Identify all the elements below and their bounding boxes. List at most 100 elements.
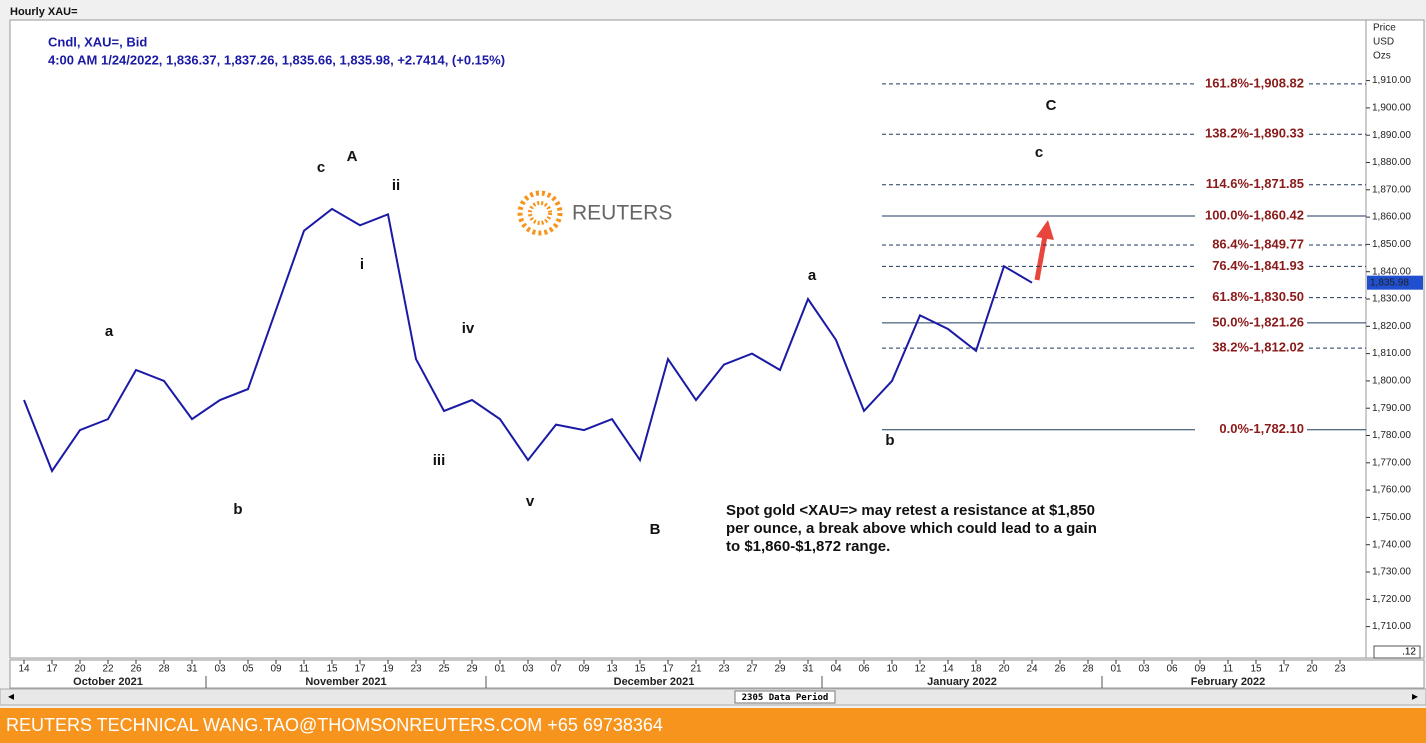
x-tick-label: 05 xyxy=(242,664,254,675)
quote-line: 4:00 AM 1/24/2022, 1,836.37, 1,837.26, 1… xyxy=(48,52,505,67)
fib-label: 0.0%-1,782.10 xyxy=(1219,421,1304,436)
x-tick-label: 28 xyxy=(158,664,170,675)
fib-label: 100.0%-1,860.42 xyxy=(1205,207,1304,222)
corner-label: .12 xyxy=(1402,647,1416,658)
fib-label-bg xyxy=(1195,340,1307,357)
x-tick-label: 28 xyxy=(1082,664,1094,675)
x-tick-label: 09 xyxy=(270,664,282,675)
y-tick-label: 1,750.00 xyxy=(1372,512,1411,523)
logo-text: REUTERS xyxy=(572,202,672,225)
wave-label: A xyxy=(347,148,358,165)
x-tick-label: 29 xyxy=(774,664,786,675)
data-period: 2305 Data Period xyxy=(742,692,829,703)
x-tick-label: 17 xyxy=(662,664,674,675)
footer-bar xyxy=(0,708,1426,743)
x-tick-label: 23 xyxy=(410,664,422,675)
note: to $1,860-$1,872 range. xyxy=(726,538,890,555)
price-line xyxy=(23,207,1033,474)
y-tick-label: 1,810.00 xyxy=(1372,348,1411,359)
x-tick-label: 20 xyxy=(74,664,86,675)
scroll-left[interactable]: ◂ xyxy=(8,689,14,703)
x-tick-label: 14 xyxy=(942,664,954,675)
x-tick-label: 24 xyxy=(1026,664,1038,675)
y-tick-label: 1,710.00 xyxy=(1372,621,1411,632)
x-tick-label: 23 xyxy=(718,664,730,675)
plot-area xyxy=(9,19,1367,659)
fib-label-bg xyxy=(1195,421,1307,438)
month-label: October 2021 xyxy=(73,676,143,688)
scroll-thumb[interactable] xyxy=(734,690,836,704)
wave-label: i xyxy=(360,256,364,273)
wave-label: c xyxy=(1035,144,1043,161)
x-tick-label: 29 xyxy=(466,664,478,675)
y-tick-label: 1,820.00 xyxy=(1372,321,1411,332)
wave-label: a xyxy=(105,323,114,340)
legend-line: Cndl, XAU=, Bid xyxy=(48,34,147,49)
axis-unit: Price xyxy=(1373,23,1396,34)
wave-label: c xyxy=(317,159,325,176)
fib-label-bg xyxy=(1195,258,1307,275)
x-tick-label: 20 xyxy=(1306,664,1318,675)
y-tick-label: 1,780.00 xyxy=(1372,430,1411,441)
fib-label-bg xyxy=(1195,176,1307,193)
x-tick-label: 03 xyxy=(1138,664,1150,675)
axis-unit: USD xyxy=(1373,37,1394,48)
note: per ounce, a break above which could lea… xyxy=(726,520,1097,537)
fib-label: 161.8%-1,908.82 xyxy=(1205,75,1304,90)
y-tick-label: 1,740.00 xyxy=(1372,539,1411,550)
x-tick-label: 03 xyxy=(214,664,226,675)
fib-label: 61.8%-1,830.50 xyxy=(1212,289,1304,304)
x-tick-label: 10 xyxy=(886,664,898,675)
x-tick-label: 27 xyxy=(746,664,758,675)
y-tick-label: 1,790.00 xyxy=(1372,403,1411,414)
x-tick-label: 06 xyxy=(858,664,870,675)
fib-label-bg xyxy=(1195,75,1307,92)
y-tick-label: 1,850.00 xyxy=(1372,239,1411,250)
x-tick-label: 15 xyxy=(1250,664,1262,675)
y-tick-label: 1,880.00 xyxy=(1372,157,1411,168)
footer-text: REUTERS TECHNICAL WANG.TAO@THOMSONREUTER… xyxy=(6,715,663,735)
month-label: February 2022 xyxy=(1191,676,1266,688)
y-tick-label: 1,870.00 xyxy=(1372,184,1411,195)
x-tick-label: 17 xyxy=(46,664,58,675)
y-tick-label: 1,760.00 xyxy=(1372,485,1411,496)
x-tick-label: 26 xyxy=(1054,664,1066,675)
y-tick-label: 1,730.00 xyxy=(1372,567,1411,578)
date-axis-area xyxy=(9,659,1425,689)
x-tick-label: 01 xyxy=(1110,664,1122,675)
scroll-right[interactable]: ▸ xyxy=(1412,689,1418,703)
x-tick-label: 04 xyxy=(830,664,842,675)
fib-label: 38.2%-1,812.02 xyxy=(1212,340,1304,355)
arrow-shaft xyxy=(1034,235,1048,281)
note: Spot gold <XAU=> may retest a resistance… xyxy=(726,502,1095,519)
fib-label-bg xyxy=(1195,207,1307,224)
wave-label: C xyxy=(1046,97,1057,114)
wave-label: b xyxy=(233,501,242,518)
fib-label-bg xyxy=(1195,314,1307,331)
logo: REUTERS xyxy=(512,182,678,244)
x-tick-label: 15 xyxy=(326,664,338,675)
x-tick-label: 03 xyxy=(522,664,534,675)
fib-label: 76.4%-1,841.93 xyxy=(1212,258,1304,273)
fib-label: 138.2%-1,890.33 xyxy=(1205,126,1304,141)
fib-label: 50.0%-1,821.26 xyxy=(1212,314,1304,329)
x-tick-label: 25 xyxy=(438,664,450,675)
month-label: December 2021 xyxy=(614,676,695,688)
y-tick-label: 1,800.00 xyxy=(1372,376,1411,387)
x-tick-label: 20 xyxy=(998,664,1010,675)
y-tick-label: 1,830.00 xyxy=(1372,294,1411,305)
x-tick-label: 26 xyxy=(130,664,142,675)
y-tick-label: 1,770.00 xyxy=(1372,457,1411,468)
y-tick-label: 1,840.00 xyxy=(1372,266,1411,277)
last-price-box xyxy=(1367,275,1423,290)
fib-label-bg xyxy=(1195,126,1307,143)
y-tick-label: 1,890.00 xyxy=(1372,130,1411,141)
x-tick-label: 31 xyxy=(186,664,198,675)
x-tick-label: 13 xyxy=(606,664,618,675)
x-tick-label: 09 xyxy=(1194,664,1206,675)
scrollbar[interactable] xyxy=(0,688,1426,706)
y-tick-label: 1,900.00 xyxy=(1372,103,1411,114)
arrow-head xyxy=(1036,220,1054,240)
fib-label: 114.6%-1,871.85 xyxy=(1206,176,1304,191)
